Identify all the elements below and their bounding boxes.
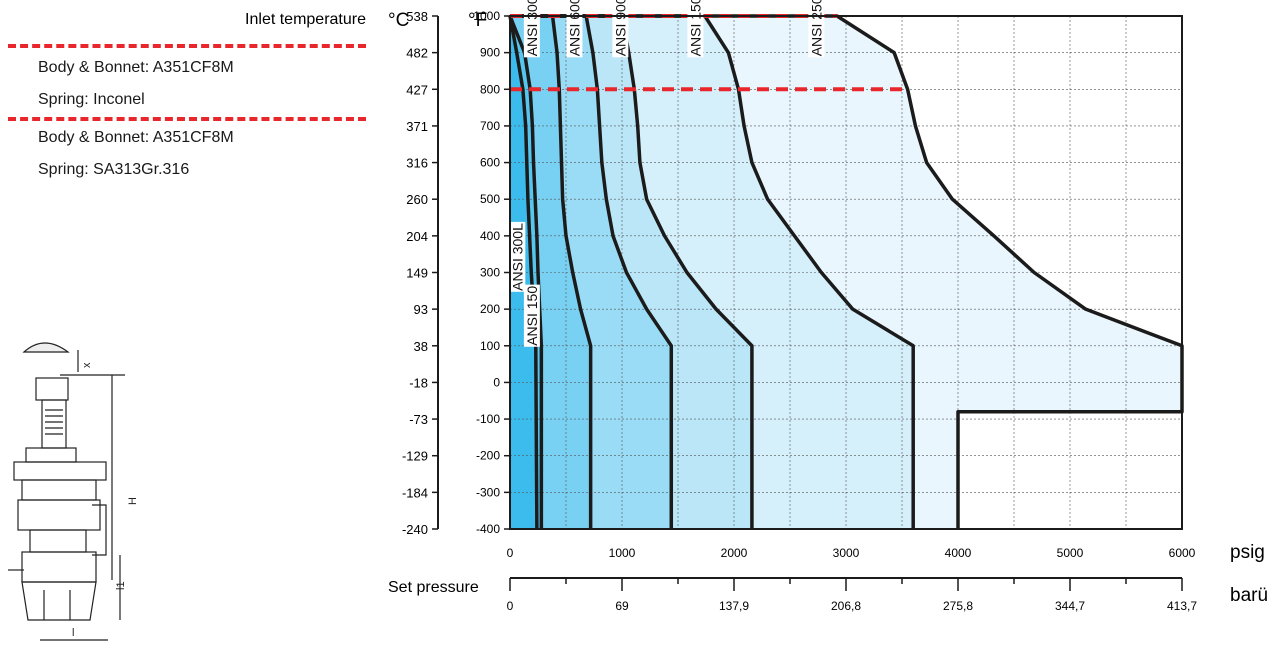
x-tick-label-psig: 4000	[945, 546, 972, 560]
series-label-bg	[612, 0, 629, 58]
y-tick-label-c: 149	[406, 266, 428, 281]
series-label: ANSI 300	[524, 0, 540, 56]
x-tick-label-bar: 275,8	[943, 599, 973, 613]
series-label-bg	[566, 0, 583, 58]
legend-dashed-line-1	[8, 44, 366, 48]
y-axis-title: Inlet temperature	[245, 11, 366, 28]
x-tick-label-bar: 344,7	[1055, 599, 1085, 613]
x-unit-bar: barü	[1230, 585, 1268, 606]
series-line-ansi-300l	[508, 15, 544, 529]
series-label-bg	[687, 0, 704, 58]
svg-text:l: l	[72, 627, 74, 639]
y-tick-label-f: 300	[480, 266, 500, 280]
legend-spring-1: Spring: Inconel	[38, 91, 145, 108]
x-tick-label-psig: 6000	[1169, 546, 1196, 560]
y-tick-label-f: 0	[493, 375, 500, 389]
series-label-bg	[523, 284, 540, 347]
y-tick-label-f: -300	[476, 485, 500, 499]
svg-text:H: H	[127, 497, 139, 505]
y-tick-label-c: 316	[406, 156, 428, 171]
y-tick-label-c: 427	[406, 82, 428, 97]
y-tick-label-f: 700	[480, 119, 500, 133]
y-tick-label-f: 800	[480, 82, 500, 96]
y-tick-label-f: 400	[480, 229, 500, 243]
series-label: ANSI 2500	[808, 0, 824, 56]
y-tick-label-f: 200	[480, 302, 500, 316]
valve-drawing-icon: H l1 l x	[8, 342, 139, 641]
x-axis-title: Set pressure	[388, 579, 479, 596]
legend-spring-2: Spring: SA313Gr.316	[38, 161, 190, 178]
y-tick-label-c: -184	[402, 485, 428, 500]
x-tick-label-psig: 2000	[721, 546, 748, 560]
y-tick-label-c: -18	[409, 375, 428, 390]
series-line-ansi-1500	[510, 14, 915, 529]
y-tick-label-c: 371	[406, 119, 428, 134]
y-tick-label-c: -73	[409, 412, 428, 427]
series-label: ANSI 600	[566, 0, 582, 56]
x-unit-psig: psig	[1230, 542, 1265, 563]
svg-text:l1: l1	[115, 581, 127, 590]
series-label-bg	[523, 0, 540, 58]
y-tick-label-c: 538	[406, 9, 428, 24]
legend-body-bonnet-2: Body & Bonnet: A351CF8M	[38, 129, 234, 146]
chart-axes: 1000538900482800427700371600316500260400…	[402, 9, 1197, 613]
legend-dashed-line-2	[8, 117, 366, 121]
series-line-ansi-300	[510, 14, 593, 529]
y-tick-label-f: -100	[476, 412, 500, 426]
series-label: ANSI 150	[524, 286, 540, 346]
y-unit-celsius: °C	[388, 10, 409, 31]
x-tick-label-bar: 206,8	[831, 599, 861, 613]
x-tick-label-bar: 413,7	[1167, 599, 1197, 613]
svg-text:x: x	[81, 362, 93, 368]
series-label-bg	[808, 0, 825, 58]
y-tick-label-c: -129	[402, 449, 428, 464]
x-tick-label-bar: 69	[615, 599, 629, 613]
series-label: ANSI 900	[612, 0, 628, 56]
x-tick-label-psig: 3000	[833, 546, 860, 560]
y-tick-label-c: 482	[406, 46, 428, 61]
y-tick-label-c: 93	[414, 302, 428, 317]
y-tick-label-f: -400	[476, 522, 500, 536]
legend-body-bonnet-1: Body & Bonnet: A351CF8M	[38, 59, 234, 76]
y-tick-label-c: 38	[414, 339, 428, 354]
y-tick-label-f: -200	[476, 449, 500, 463]
y-tick-label-c: -240	[402, 522, 428, 537]
series-line-ansi-600	[510, 14, 674, 529]
x-tick-label-psig: 1000	[609, 546, 636, 560]
y-tick-label-f: 500	[480, 192, 500, 206]
y-tick-label-f: 600	[480, 156, 500, 170]
x-tick-label-bar: 0	[507, 599, 514, 613]
x-tick-label-bar: 137,9	[719, 599, 749, 613]
y-tick-label-f: 900	[480, 46, 500, 60]
y-tick-label-c: 260	[406, 192, 428, 207]
x-tick-label-psig: 0	[507, 546, 514, 560]
series-label: ANSI 300L	[509, 223, 525, 291]
y-unit-fahrenheit: °F	[468, 10, 487, 31]
series-label: ANSI 1500	[687, 0, 703, 56]
series-label-bg	[509, 221, 526, 292]
y-tick-label-f: 1000	[473, 9, 500, 23]
x-tick-label-psig: 5000	[1057, 546, 1084, 560]
y-tick-label-f: 100	[480, 339, 500, 353]
y-tick-label-c: 204	[406, 229, 428, 244]
